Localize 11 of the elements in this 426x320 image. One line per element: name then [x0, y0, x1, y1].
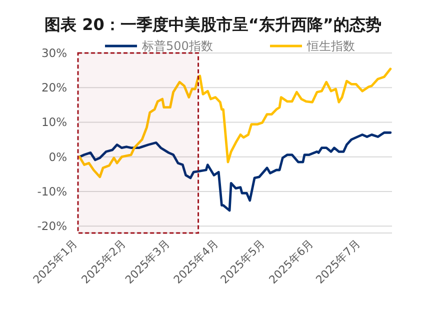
y-tick-label: -20%	[37, 219, 68, 234]
y-tick-label: -10%	[37, 184, 68, 198]
y-tick-label: 0%	[48, 150, 68, 164]
y-tick-label: 30%	[41, 46, 68, 60]
y-tick-label: 20%	[41, 80, 68, 95]
y-tick-label: 10%	[41, 115, 68, 130]
line-series	[78, 68, 392, 178]
legend-label: 恒生指数	[306, 39, 355, 53]
legend-label: 标普500指数	[141, 39, 213, 53]
chart-title: 图表 20：一季度中美股市呈“东升西降”的态势	[44, 15, 382, 34]
line-series	[78, 131, 392, 212]
